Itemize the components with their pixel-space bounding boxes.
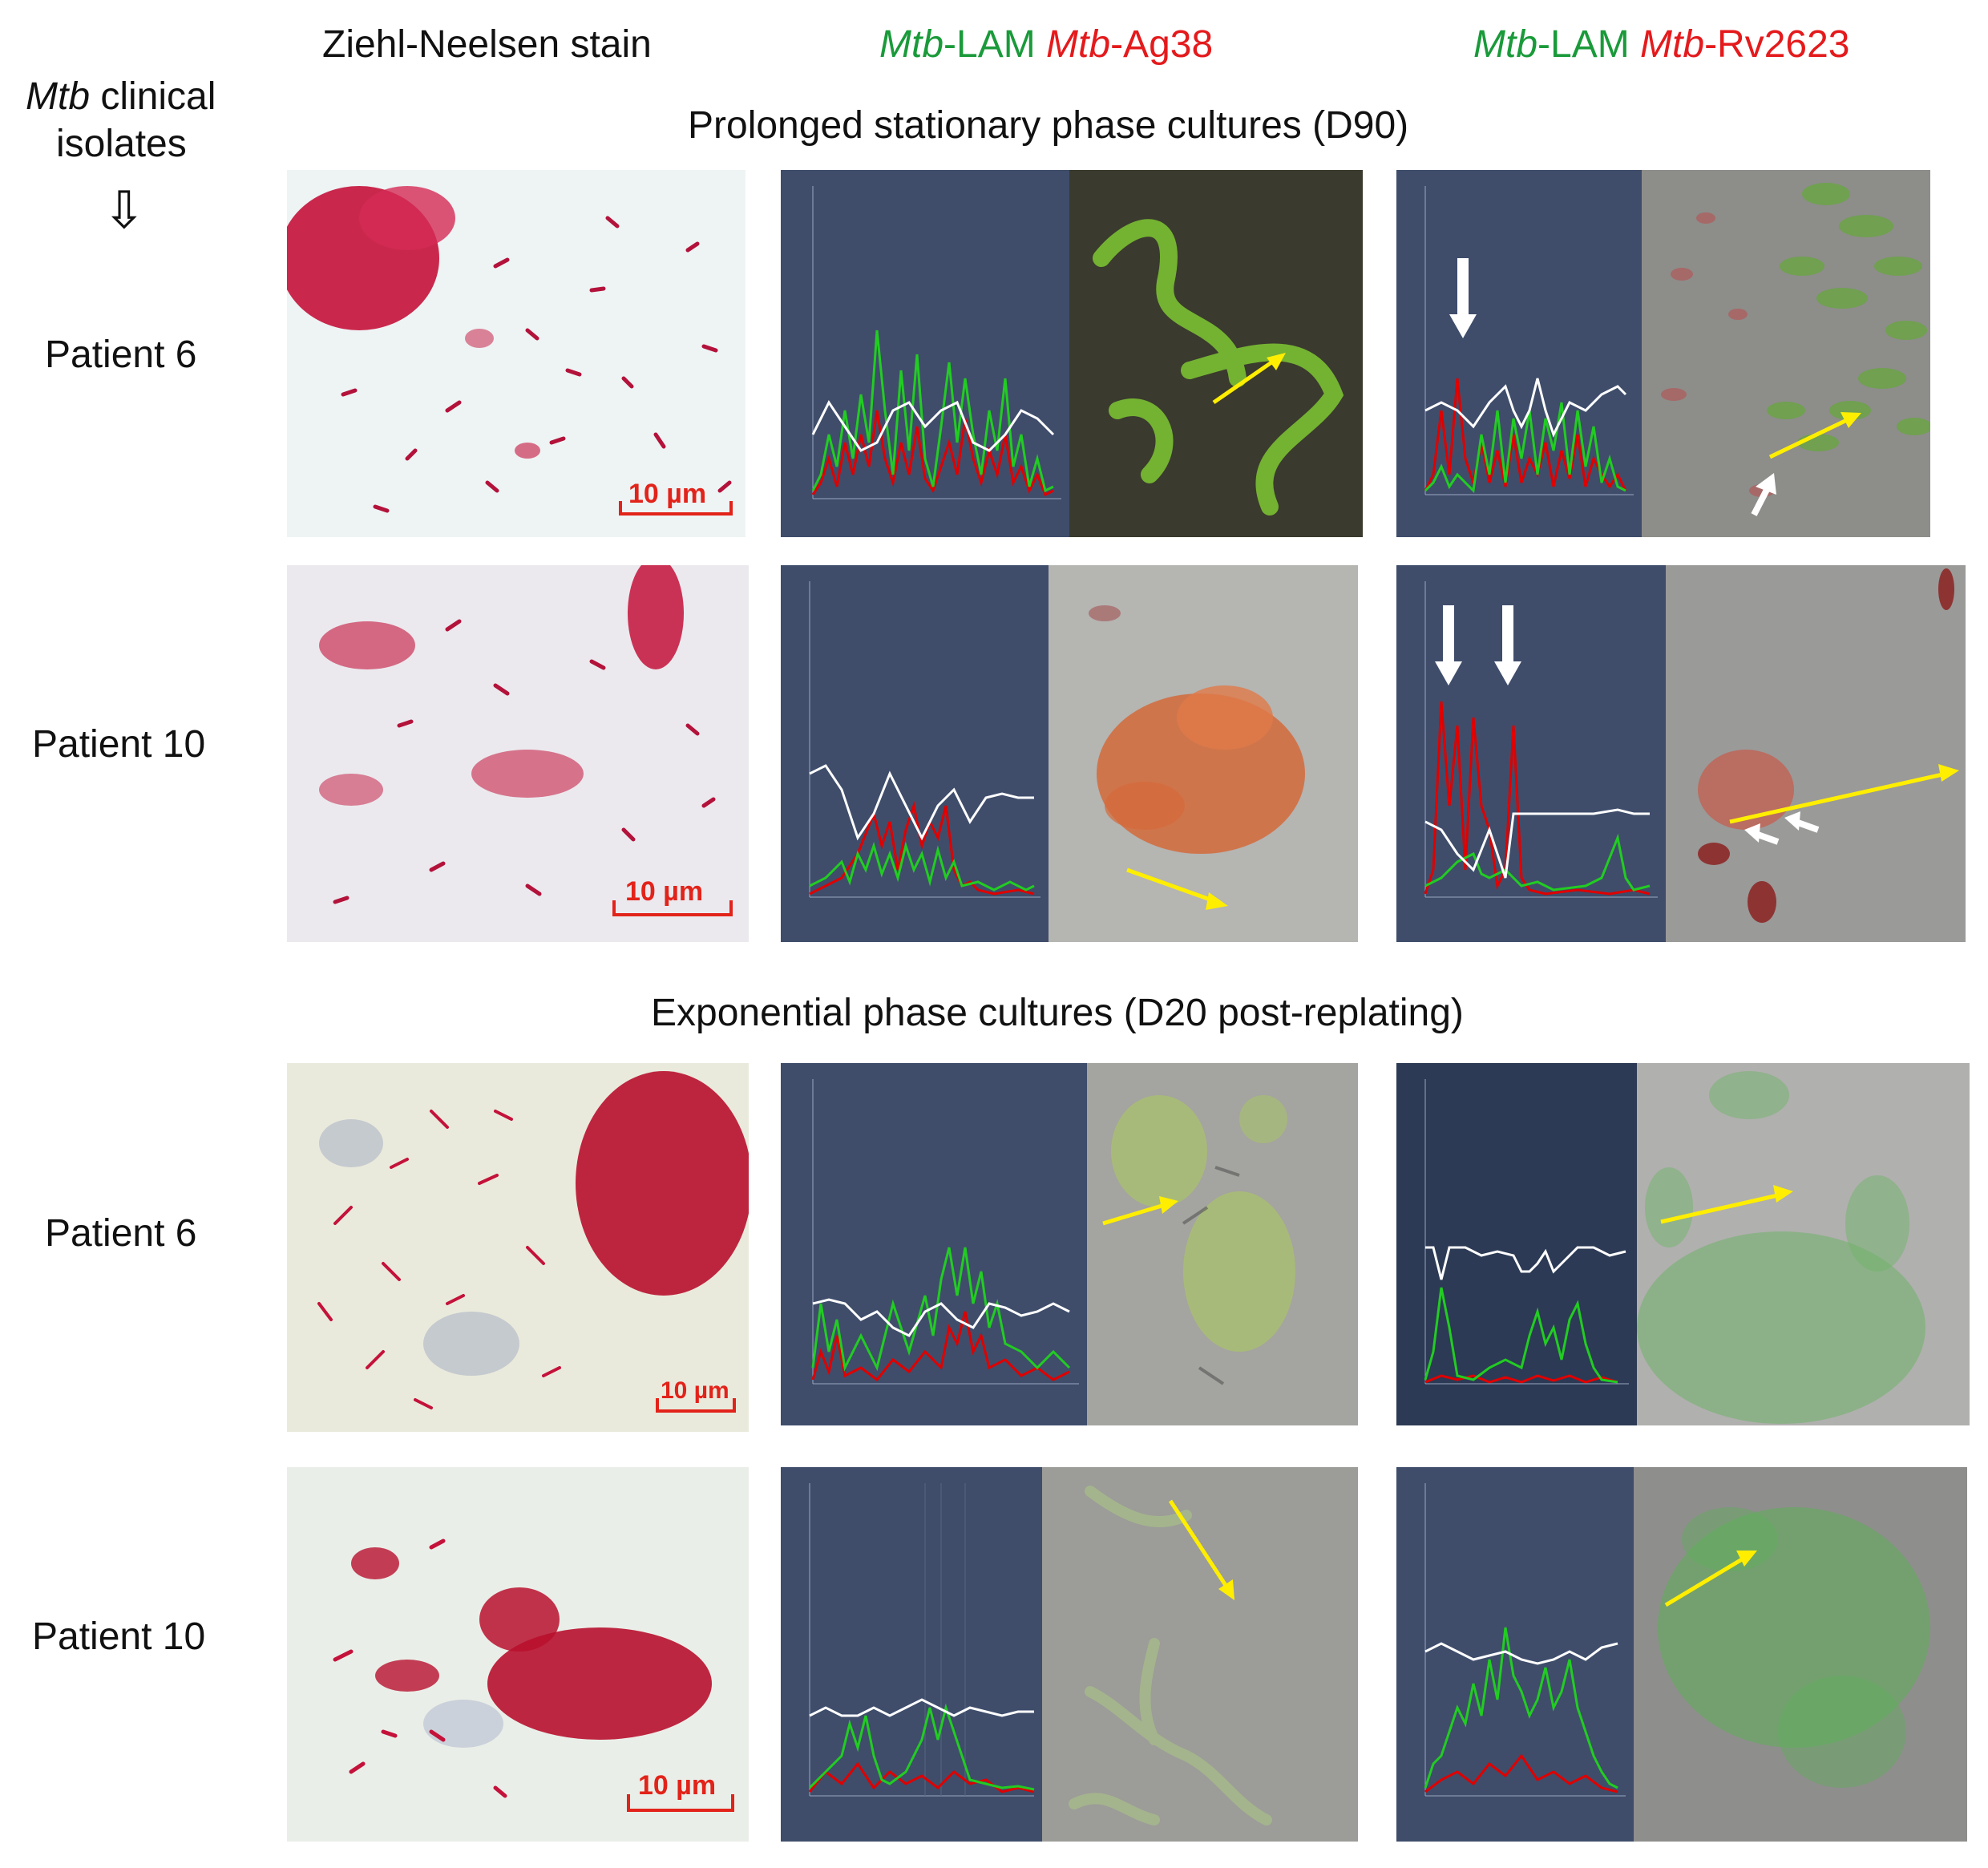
intensity-profile-plot bbox=[1396, 565, 1666, 942]
zn-micrograph-row1: 10 µm bbox=[287, 170, 746, 537]
scale-bar: 10 µm bbox=[627, 1770, 734, 1826]
fluorescence-micrograph bbox=[1666, 565, 1966, 942]
rv2623-panel-row2 bbox=[1396, 565, 1966, 942]
header-rv-suffix: -Rv2623 bbox=[1704, 23, 1850, 66]
intensity-profile-plot bbox=[781, 1063, 1087, 1425]
scale-bar-label: 10 µm bbox=[625, 876, 704, 907]
fluorescence-micrograph bbox=[1069, 170, 1363, 537]
zn-bacilli-image bbox=[317, 1071, 749, 1409]
zn-bacilli-image bbox=[333, 1538, 712, 1798]
header-lam-mtb: Mtb bbox=[879, 23, 944, 66]
row-label: Patient 10 bbox=[32, 1615, 206, 1658]
rv2623-panel-row4 bbox=[1396, 1467, 1967, 1842]
fluorescence-micrograph bbox=[1634, 1467, 1967, 1842]
rowhead-line2: isolates bbox=[56, 123, 187, 165]
fluorescence-micrograph bbox=[1087, 1063, 1358, 1425]
header-ag38-mtb: Mtb bbox=[1046, 23, 1111, 66]
row-label: Patient 6 bbox=[45, 1212, 197, 1255]
intensity-profile-plot bbox=[781, 170, 1069, 537]
scale-bar-label: 10 µm bbox=[628, 479, 707, 509]
down-arrow-icon: ⇩ bbox=[103, 181, 146, 239]
intensity-profile-plot bbox=[781, 1467, 1042, 1842]
header-lam2-mtb: Mtb bbox=[1473, 23, 1538, 66]
header-rv-mtb: Mtb bbox=[1640, 23, 1705, 66]
header-lam-ag38: Mtb-LAM Mtb-Ag38 bbox=[879, 26, 1213, 64]
header-lam-rv2623: Mtb-LAM Mtb-Rv2623 bbox=[1473, 26, 1850, 64]
intensity-profile-plot bbox=[781, 565, 1049, 942]
header-ag38-suffix: -Ag38 bbox=[1110, 23, 1214, 66]
header-ziehl-neelsen: Ziehl-Neelsen stain bbox=[322, 23, 652, 66]
zn-micrograph-row2: 10 µm bbox=[287, 565, 749, 942]
fluorescence-micrograph bbox=[1642, 170, 1930, 537]
fluorescence-micrograph bbox=[1637, 1063, 1970, 1425]
rowhead-mtb: Mtb bbox=[26, 75, 91, 118]
zn-bacilli-image bbox=[319, 565, 716, 904]
fluorescence-micrograph bbox=[1042, 1467, 1358, 1842]
rowhead-clinical: clinical bbox=[90, 75, 216, 118]
ag38-panel-row4 bbox=[781, 1467, 1358, 1842]
header-lam-suffix: -LAM bbox=[943, 23, 1036, 66]
row-label: Patient 10 bbox=[32, 723, 206, 766]
rv2623-panel-row3 bbox=[1396, 1063, 1970, 1425]
ag38-panel-row1 bbox=[781, 170, 1363, 537]
section-stationary-title: Prolonged stationary phase cultures (D90… bbox=[688, 104, 1409, 147]
scale-bar: 10 µm bbox=[612, 876, 733, 929]
intensity-profile-plot bbox=[1396, 170, 1642, 537]
row-label: Patient 6 bbox=[45, 334, 197, 376]
intensity-profile-plot bbox=[1396, 1467, 1634, 1842]
rowhead-line1: Mtb clinical bbox=[26, 78, 216, 116]
ag38-panel-row3 bbox=[781, 1063, 1358, 1425]
zn-bacilli-image bbox=[287, 186, 732, 513]
rv2623-panel-row1 bbox=[1396, 170, 1930, 537]
scale-bar: 10 µm bbox=[656, 1377, 736, 1425]
scale-bar-label: 10 µm bbox=[661, 1377, 729, 1404]
header-lam2-suffix: -LAM bbox=[1537, 23, 1630, 66]
scale-bar-label: 10 µm bbox=[638, 1770, 717, 1801]
zn-micrograph-row4: 10 µm bbox=[287, 1467, 749, 1842]
section-exponential-title: Exponential phase cultures (D20 post-rep… bbox=[651, 992, 1464, 1034]
fluorescence-micrograph bbox=[1049, 565, 1358, 942]
zn-micrograph-row3: 10 µm bbox=[287, 1063, 749, 1432]
ag38-panel-row2 bbox=[781, 565, 1358, 942]
scale-bar: 10 µm bbox=[619, 479, 733, 527]
intensity-profile-plot bbox=[1396, 1063, 1637, 1425]
